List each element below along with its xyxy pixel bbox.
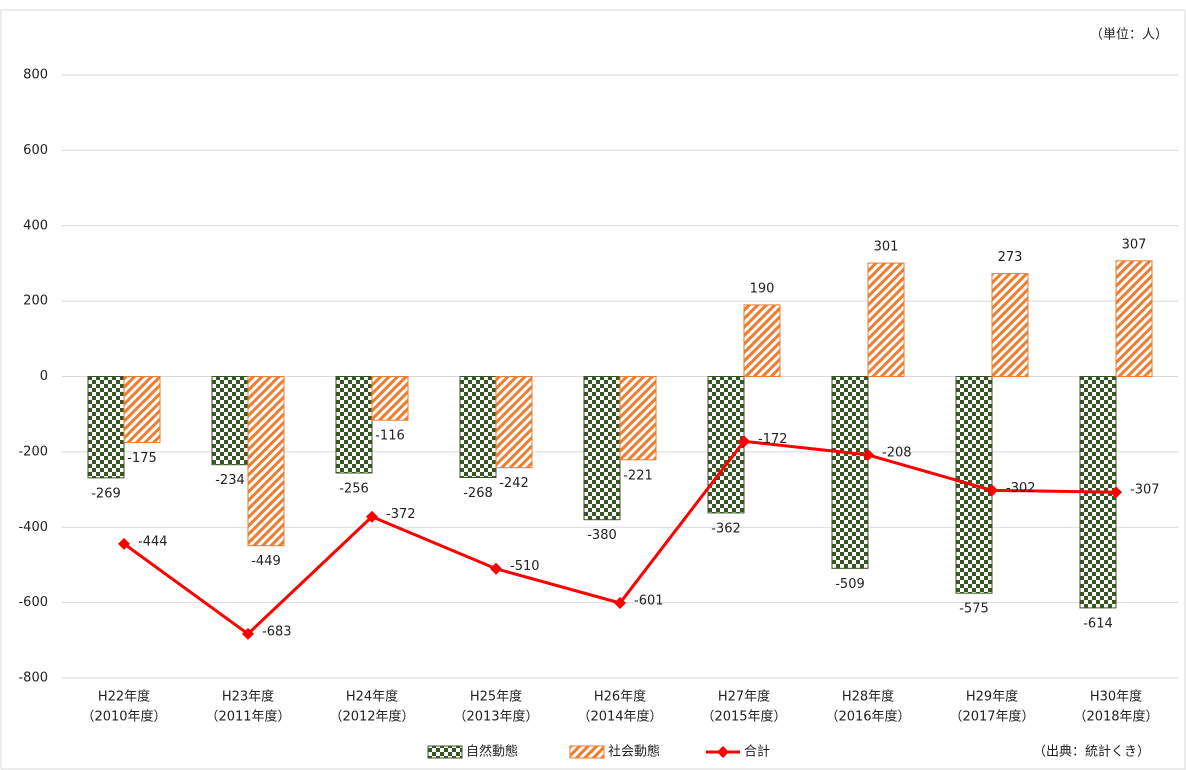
data-label: -268 [463,486,493,501]
y-tick-label: -400 [18,520,48,535]
data-label: -510 [510,559,540,574]
x-tick-label: H28年度 [842,689,894,705]
y-tick-label: 0 [40,369,48,384]
x-tick-label: （2011年度） [205,709,290,725]
line-marker [118,537,130,550]
x-tick-label: （2010年度） [81,709,166,725]
data-label: -380 [587,528,617,543]
data-label: -269 [91,486,121,501]
x-tick-label: H29年度 [966,689,1018,705]
x-tick-label: H26年度 [594,689,646,705]
bar [831,376,869,569]
bar [211,376,249,466]
source-note: （出典：統計くき） [1033,744,1150,760]
bar [371,376,409,421]
data-label: 190 [750,281,775,296]
line-marker [242,627,254,640]
legend-label: 合計 [744,744,770,760]
line-marker [738,435,750,448]
x-tick-label: H27年度 [718,689,770,705]
legend-swatch [569,745,605,759]
data-label: -575 [959,602,989,617]
line-marker [862,448,874,461]
bar [247,376,285,547]
data-label: 273 [998,250,1023,265]
data-label: -362 [711,521,741,536]
x-tick-label: （2018年度） [1073,709,1158,725]
data-label: -256 [339,481,369,496]
bar [459,376,497,479]
line-marker [986,484,998,497]
bar [1115,260,1153,377]
data-label: -208 [882,445,912,460]
data-label: -601 [634,594,664,609]
bar [123,376,161,443]
x-tick-label: （2014年度） [577,709,662,725]
x-tick-label: H25年度 [470,689,522,705]
legend-swatch [717,746,729,758]
bar [991,273,1029,377]
data-label: -116 [375,429,405,444]
unit-note: （単位：人） [1090,27,1168,43]
data-label: 301 [874,240,899,255]
line-marker [366,510,378,523]
data-label: 307 [1122,237,1147,252]
data-label: -683 [262,624,292,639]
y-tick-label: -800 [18,671,48,686]
bar [87,376,125,479]
bar [707,376,745,514]
x-tick-label: H22年度 [98,689,150,705]
data-label: -302 [1006,481,1036,496]
x-tick-label: （2017年度） [949,709,1034,725]
data-label: -372 [386,507,416,522]
bar [743,304,781,377]
x-tick-label: （2016年度） [825,709,910,725]
x-tick-label: H24年度 [346,689,398,705]
y-tick-label: 200 [23,294,48,309]
bar [583,376,621,521]
x-tick-label: （2015年度） [701,709,786,725]
line-marker [614,597,626,610]
data-label: -242 [499,476,529,491]
legend-label: 社会動態 [608,744,660,760]
bar [335,376,373,474]
line-marker [1110,486,1122,499]
legend-swatch [427,745,463,759]
data-label: -175 [127,451,157,466]
y-tick-label: 400 [23,218,48,233]
data-label: -234 [215,473,245,488]
legend-label: 自然動態 [466,744,518,760]
data-label: -614 [1083,616,1113,631]
x-tick-label: H30年度 [1090,689,1142,705]
data-label: -307 [1130,483,1160,498]
y-tick-label: -200 [18,444,48,459]
x-tick-label: （2012年度） [329,709,414,725]
y-tick-label: -600 [18,595,48,610]
data-label: -221 [623,468,653,483]
bar [619,376,657,461]
x-tick-label: （2013年度） [453,709,538,725]
data-label: -509 [835,577,865,592]
data-label: -449 [251,554,281,569]
data-label: -172 [758,432,788,447]
y-tick-label: 600 [23,143,48,158]
line-marker [490,562,502,575]
bar [495,376,533,469]
bar [867,262,905,378]
data-label: -444 [138,534,168,549]
x-tick-label: H23年度 [222,689,274,705]
y-tick-label: 800 [23,68,48,83]
